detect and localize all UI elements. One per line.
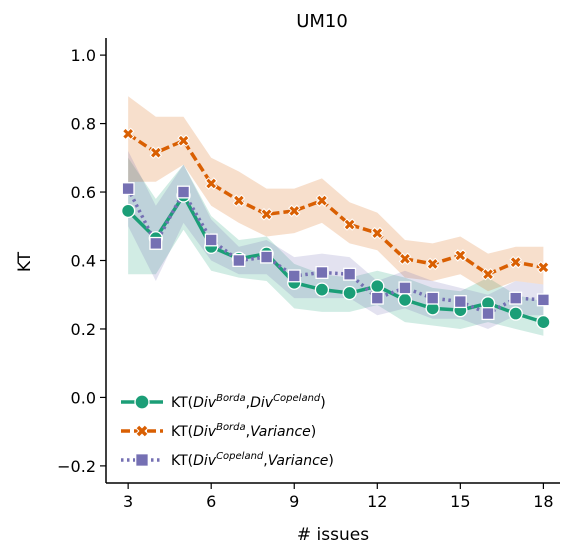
data-point-2 (204, 233, 218, 247)
legend-marker-0 (134, 394, 150, 410)
x-axis-title: # issues (297, 525, 369, 545)
data-point-2 (121, 182, 135, 196)
data-point-1 (288, 204, 301, 218)
x-axis-ticks: 3 6 9 12 15 18 (123, 483, 554, 511)
y-tick-label: 1.0 (71, 46, 96, 65)
data-point-0 (120, 203, 136, 219)
data-point-1 (315, 194, 329, 207)
data-point-1 (177, 134, 190, 147)
data-point-2 (315, 265, 329, 279)
data-point-2 (536, 293, 550, 307)
x-tick-label: 12 (367, 492, 387, 511)
series-line-0 (126, 193, 544, 324)
chart-title: UM10 (296, 11, 348, 32)
confidence-bands (128, 96, 544, 336)
confidence-band-0 (128, 157, 544, 336)
y-tick-label: −0.2 (57, 457, 96, 476)
data-point-0 (508, 306, 523, 321)
data-point-0 (314, 282, 330, 297)
data-point-2 (232, 253, 246, 267)
data-point-1 (398, 252, 412, 266)
data-point-2 (398, 281, 412, 295)
confidence-band-2 (128, 150, 544, 329)
confidence-band-1 (128, 96, 544, 292)
x-tick-label: 9 (289, 492, 299, 511)
data-point-1 (509, 255, 522, 269)
legend-label-0: KT(DivBorda,DivCopeland) (171, 393, 326, 411)
data-point-2 (149, 236, 163, 250)
data-point-2 (260, 250, 274, 264)
data-point-0 (370, 279, 385, 294)
data-point-1 (260, 208, 273, 221)
y-tick-label: 0.4 (71, 252, 96, 271)
legend-marker-1 (135, 424, 149, 438)
y-tick-label: 0.8 (71, 115, 96, 134)
data-point-1 (121, 127, 135, 141)
data-point-2 (370, 291, 384, 305)
x-tick-label: 18 (533, 492, 553, 511)
data-point-1 (426, 257, 439, 271)
data-point-1 (232, 194, 246, 207)
x-tick-label: 6 (206, 492, 216, 511)
data-point-0 (397, 292, 413, 308)
data-point-0 (342, 285, 357, 301)
x-tick-label: 3 (123, 492, 133, 511)
data-point-2 (453, 295, 467, 309)
y-tick-label: 0.6 (71, 183, 96, 202)
data-point-2 (509, 291, 523, 305)
x-tick-label: 15 (450, 492, 470, 511)
data-point-1 (149, 146, 163, 159)
data-point-2 (287, 269, 301, 283)
series-line-2 (126, 187, 544, 316)
y-axis-title: KT (15, 251, 35, 272)
data-point-1 (537, 261, 550, 274)
legend-label-1: KT(DivBorda,Variance) (171, 422, 316, 440)
data-point-1 (343, 218, 356, 231)
data-point-1 (204, 177, 218, 190)
data-point-2 (177, 185, 191, 199)
data-point-1 (481, 267, 495, 281)
series-line-1 (127, 132, 544, 276)
data-point-2 (481, 307, 495, 321)
series-markers (120, 127, 551, 330)
y-tick-label: 0.2 (71, 320, 96, 339)
y-tick-label: 0.0 (71, 388, 96, 407)
legend: KT(DivBorda,DivCopeland) KT(DivBorda,Vari… (121, 393, 334, 469)
series-lines (126, 132, 544, 324)
data-point-2 (426, 291, 440, 305)
data-point-2 (343, 267, 357, 281)
data-point-1 (371, 226, 384, 240)
data-point-1 (454, 249, 467, 262)
legend-label-2: KT(DivCopeland,Variance) (171, 451, 334, 469)
legend-marker-2 (135, 453, 149, 467)
data-point-0 (536, 314, 551, 330)
y-axis-ticks: −0.2 0.0 0.2 0.4 0.6 0.8 1.0 (57, 46, 106, 476)
